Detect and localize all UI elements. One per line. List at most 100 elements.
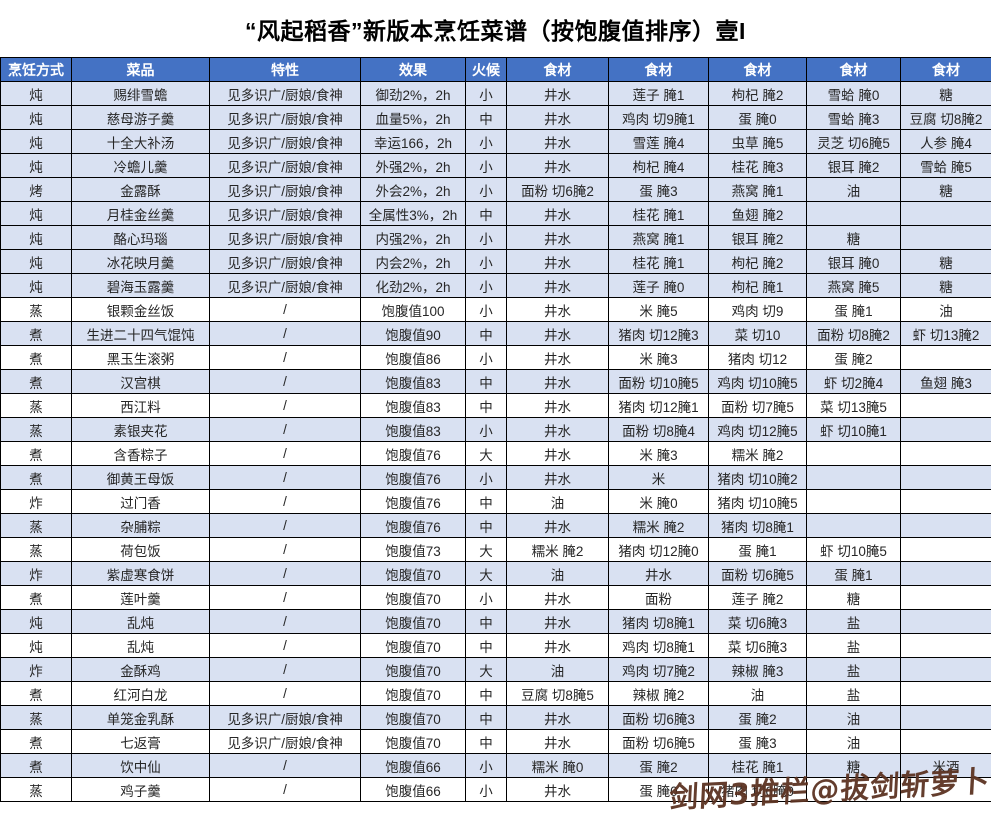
table-cell: 金酥鸡 [72,658,210,682]
table-cell: 中 [466,730,507,754]
table-cell: 井水 [507,634,609,658]
table-cell: 豆腐 切8腌5 [507,682,609,706]
table-cell [901,586,991,610]
table-cell: 豆腐 切8腌2 [901,106,991,130]
table-cell: 燕窝 腌5 [807,274,901,298]
table-cell: 井水 [507,82,609,106]
table-cell: 外强2%，2h [361,154,466,178]
table-cell: 桂花 腌1 [609,202,709,226]
column-header: 烹饪方式 [1,58,72,82]
table-cell: 见多识广/厨娘/食神 [210,178,361,202]
table-cell: 小 [466,754,507,778]
table-cell: / [210,778,361,802]
table-cell: 见多识广/厨娘/食神 [210,274,361,298]
table-cell [901,514,991,538]
table-cell: 井水 [609,562,709,586]
table-cell: 酪心玛瑙 [72,226,210,250]
table-cell: 乱炖 [72,634,210,658]
table-cell: 御劲2%，2h [361,82,466,106]
table-cell: 血量5%，2h [361,106,466,130]
table-cell: 米 腌3 [609,346,709,370]
table-cell: 井水 [507,586,609,610]
table-cell: 煮 [1,586,72,610]
table-cell [807,466,901,490]
table-cell: 枸杞 腌1 [709,274,807,298]
table-cell: 面粉 切6腌3 [609,706,709,730]
table-cell: 井水 [507,250,609,274]
table-cell: 鸡子羹 [72,778,210,802]
table-cell: 蒸 [1,418,72,442]
table-cell: 小 [466,466,507,490]
table-cell: 见多识广/厨娘/食神 [210,82,361,106]
table-cell: 饱腹值70 [361,706,466,730]
table-cell: 汉宫棋 [72,370,210,394]
table-cell: 小 [466,346,507,370]
table-cell: 大 [466,658,507,682]
table-cell: 雪莲 腌4 [609,130,709,154]
table-cell: 井水 [507,394,609,418]
table-cell: 鸡肉 切12腌5 [709,418,807,442]
table-cell: 大 [466,538,507,562]
table-cell: 单笼金乳酥 [72,706,210,730]
table-cell: 井水 [507,370,609,394]
table-cell: 金露酥 [72,178,210,202]
table-cell: 糯米 腌2 [507,538,609,562]
table-cell: / [210,514,361,538]
table-cell: / [210,490,361,514]
table-cell: 中 [466,370,507,394]
table-cell [807,202,901,226]
table-cell: 辣椒 腌2 [609,682,709,706]
table-cell: 小 [466,130,507,154]
table-cell: 蛋 腌3 [709,730,807,754]
table-cell: / [210,418,361,442]
table-cell: 井水 [507,442,609,466]
table-cell: 煮 [1,466,72,490]
table-cell: 中 [466,202,507,226]
table-cell: 饱腹值76 [361,490,466,514]
table-cell: 赐绯雪蟾 [72,82,210,106]
table-cell [901,226,991,250]
table-cell [901,562,991,586]
table-cell: 见多识广/厨娘/食神 [210,706,361,730]
table-cell: 井水 [507,346,609,370]
table-cell: 大 [466,442,507,466]
table-cell: / [210,562,361,586]
table-cell: 小 [466,178,507,202]
table-cell: 莲子 腌2 [709,586,807,610]
table-cell: 炸 [1,658,72,682]
table-cell: 糖 [901,82,991,106]
table-cell: 猪肉 切12 [709,346,807,370]
table-cell: 中 [466,514,507,538]
table-cell: 幸运166，2h [361,130,466,154]
table-cell: 见多识广/厨娘/食神 [210,154,361,178]
table-cell: 蒸 [1,394,72,418]
table-cell [901,202,991,226]
table-cell: 蒸 [1,298,72,322]
table-cell: 猪肉 切10腌2 [709,466,807,490]
table-cell: 饱腹值70 [361,562,466,586]
table-cell: 中 [466,634,507,658]
table-cell: 冷蟾儿羹 [72,154,210,178]
table-cell: 饱腹值86 [361,346,466,370]
table-cell: 炖 [1,274,72,298]
table-cell: / [210,370,361,394]
table-cell: 饱腹值83 [361,418,466,442]
table-cell: 见多识广/厨娘/食神 [210,226,361,250]
table-cell: 枸杞 腌4 [609,154,709,178]
table-cell: / [210,658,361,682]
table-cell: / [210,298,361,322]
table-cell: 荷包饭 [72,538,210,562]
table-cell: / [210,610,361,634]
column-header: 食材 [901,58,991,82]
table-cell: 米 腌3 [609,442,709,466]
